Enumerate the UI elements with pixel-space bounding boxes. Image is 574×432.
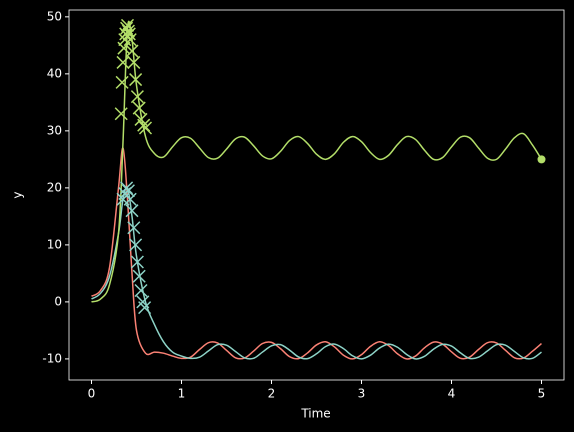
- x-marker: [129, 73, 143, 87]
- x-marker: [132, 101, 146, 115]
- line: [91, 186, 542, 360]
- x-marker: [116, 55, 130, 69]
- x-marker: [129, 238, 143, 252]
- x-marker: [122, 27, 136, 41]
- x-marker: [121, 184, 135, 198]
- x-tick-label: 4: [448, 387, 456, 401]
- x-marker: [121, 24, 135, 38]
- y-tick-label: 30: [47, 123, 62, 137]
- x-marker: [132, 269, 146, 283]
- y-tick-label: 20: [47, 180, 62, 194]
- x-marker: [115, 75, 129, 89]
- x-marker: [138, 301, 152, 315]
- line: [91, 20, 543, 303]
- x-tick-label: 2: [268, 387, 276, 401]
- x-marker: [114, 107, 128, 121]
- x-marker: [127, 55, 141, 69]
- y-tick-label: 0: [54, 294, 62, 308]
- x-marker: [125, 44, 139, 58]
- y-tick-label: 10: [47, 237, 62, 251]
- x-marker: [120, 18, 135, 32]
- plot-frame: [68, 9, 565, 381]
- x-axis-label: Time: [300, 407, 330, 421]
- x-marker: [125, 204, 139, 218]
- y-tick-label: 40: [47, 66, 62, 80]
- x-marker: [127, 221, 141, 235]
- x-marker: [130, 90, 144, 104]
- x-marker: [123, 33, 137, 47]
- y-tick-label: 50: [47, 9, 62, 23]
- x-marker: [134, 283, 148, 298]
- y-tick-label: -10: [42, 351, 62, 365]
- dot-marker: [537, 155, 546, 164]
- x-tick-label: 5: [538, 387, 546, 401]
- x-marker: [130, 255, 144, 269]
- x-marker: [138, 121, 153, 135]
- x-tick-label: 3: [358, 387, 366, 401]
- x-marker: [118, 33, 132, 47]
- line: [91, 147, 542, 360]
- x-tick-label: 1: [178, 387, 186, 401]
- y-axis-label: y: [11, 191, 25, 198]
- x-tick-label: 0: [88, 387, 96, 401]
- x-marker: [123, 192, 137, 206]
